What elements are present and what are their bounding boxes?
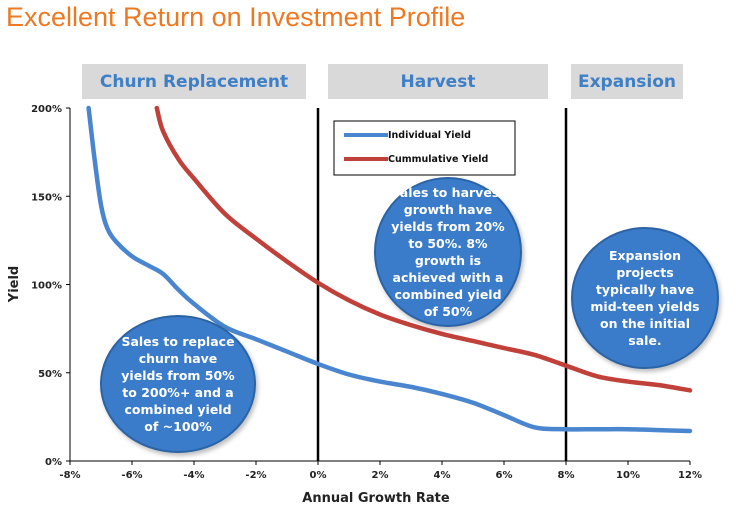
y-tick-label: 150%: [31, 192, 62, 203]
band-churn-replacement: Churn Replacement: [82, 64, 306, 99]
callout-expansion: Expansion projects typically have mid-te…: [571, 227, 719, 369]
x-axis-label: Annual Growth Rate: [302, 491, 450, 506]
y-axis-label: Yield: [7, 266, 22, 303]
legend-label-cumulative: Cummulative Yield: [388, 154, 488, 165]
x-tick-label: 12%: [678, 470, 702, 481]
band-expansion: Expansion: [571, 64, 683, 99]
y-tick-label: 50%: [38, 369, 62, 380]
y-tick-label: 200%: [31, 104, 62, 115]
legend: Individual Yield Cummulative Yield: [333, 120, 516, 176]
callout-harvest: Sales to harvest growth have yields from…: [374, 177, 522, 327]
x-tick-label: -4%: [183, 470, 204, 481]
x-tick-label: 2%: [372, 470, 389, 481]
x-tick-label: -6%: [121, 470, 142, 481]
series-cumulative-yield-line: [154, 105, 693, 393]
x-tick-label: 6%: [496, 470, 513, 481]
callout-churn: Sales to replace churn have yields from …: [100, 315, 256, 453]
x-tick-label: 10%: [616, 470, 640, 481]
band-harvest: Harvest: [328, 64, 548, 99]
x-tick-label: 4%: [434, 470, 451, 481]
x-tick-label: 8%: [558, 470, 575, 481]
y-tick-label: 0%: [45, 457, 62, 468]
x-tick-label: -2%: [245, 470, 266, 481]
legend-label-individual: Individual Yield: [388, 130, 471, 141]
page-title: Excellent Return on Investment Profile: [6, 2, 466, 32]
y-tick-label: 100%: [31, 281, 62, 292]
x-tick-label: 0%: [310, 470, 327, 481]
legend-box: [333, 120, 516, 176]
series-individual-yield-line: [86, 105, 693, 434]
x-tick-label: -8%: [59, 470, 80, 481]
